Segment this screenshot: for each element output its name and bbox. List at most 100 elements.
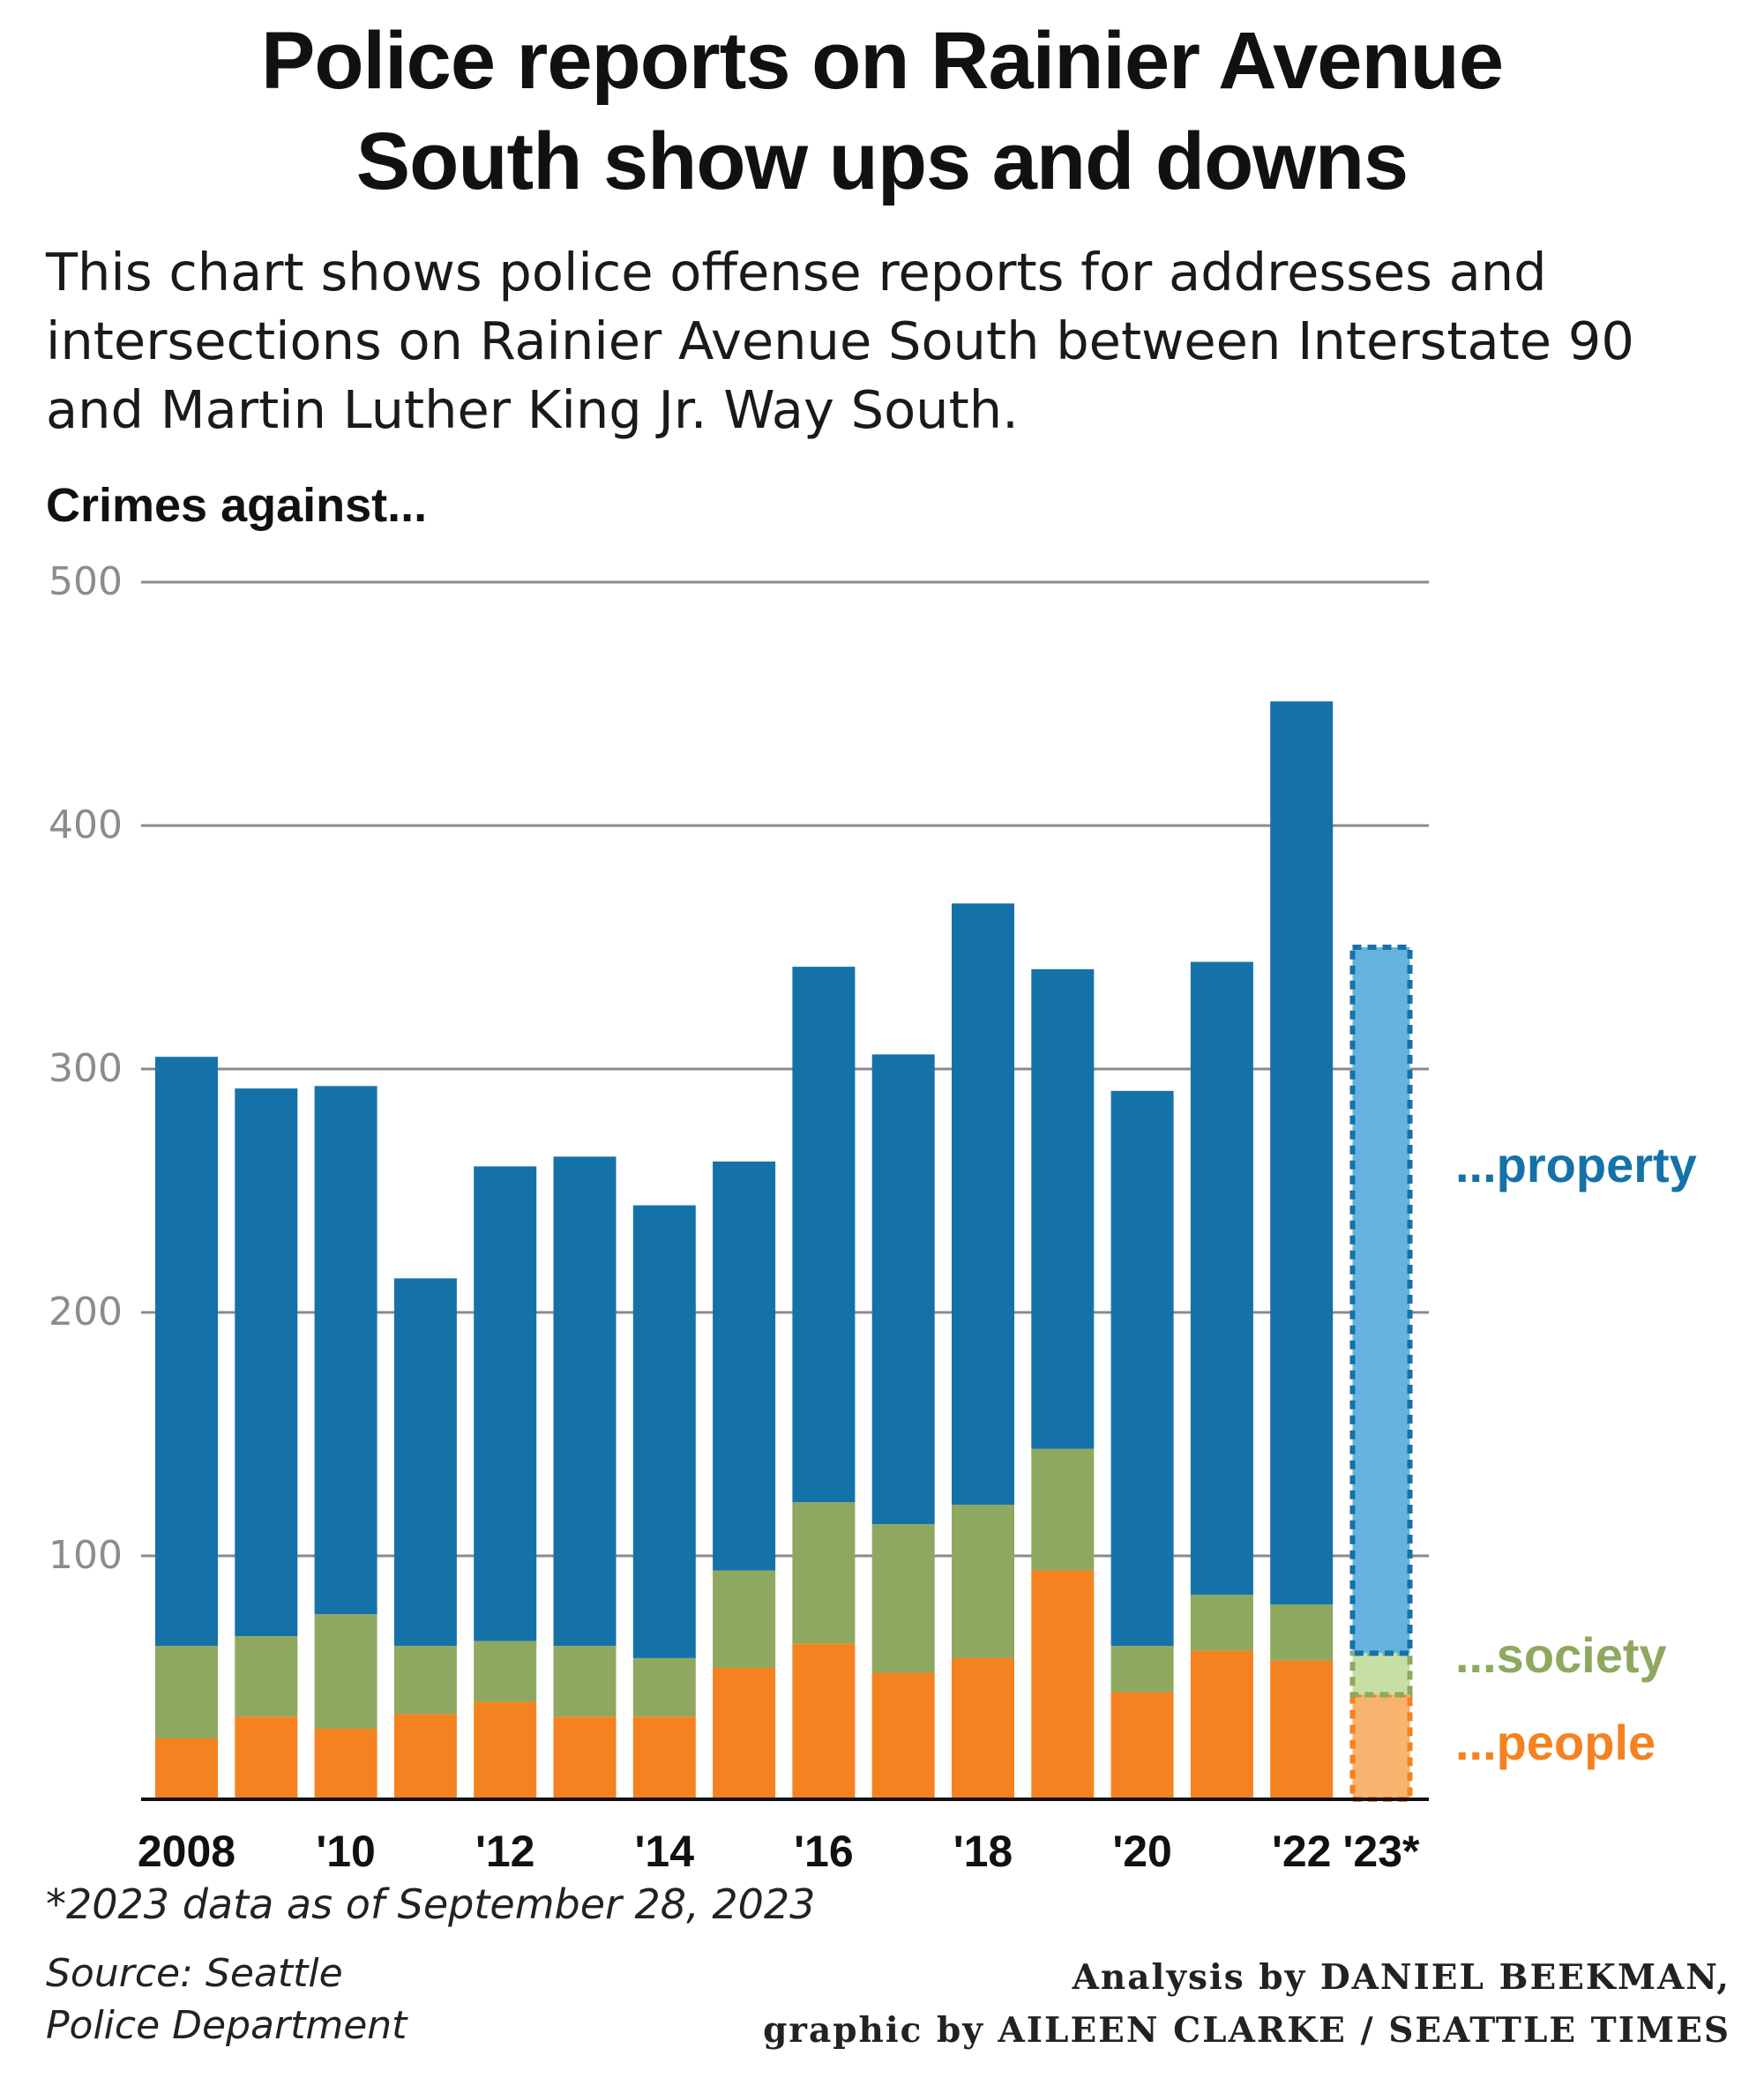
x-tick-label-2008: 2008 bbox=[138, 1827, 235, 1876]
bar-stack-2013 bbox=[553, 1156, 617, 1799]
bar-people-2016 bbox=[792, 1643, 856, 1799]
y-tick-label-300: 300 bbox=[49, 1046, 123, 1091]
bar-stack-2014 bbox=[632, 1205, 696, 1799]
x-tick-label-2023: '23* bbox=[1343, 1827, 1421, 1876]
bar-stack-2016 bbox=[792, 967, 856, 1799]
chart-subtitle-line-2: intersections on Rainier Avenue South be… bbox=[46, 310, 1634, 371]
credit-line-2: graphic by AILEEN CLARKE / SEATTLE TIMES bbox=[763, 2010, 1730, 2051]
bar-society-2023 bbox=[1349, 1650, 1413, 1698]
bar-stack-2008 bbox=[155, 1057, 218, 1799]
bar-people-2008 bbox=[155, 1738, 218, 1799]
bar-society-2016 bbox=[792, 1502, 856, 1644]
bar-society-2019 bbox=[1031, 1448, 1095, 1571]
bar-property-2020 bbox=[1110, 1090, 1174, 1647]
bars bbox=[155, 701, 1413, 1802]
y-tick-label-400: 400 bbox=[49, 803, 123, 848]
x-tick-label-2022: '22 bbox=[1272, 1827, 1332, 1876]
bar-property-2018 bbox=[952, 903, 1014, 1506]
bar-people-2018 bbox=[952, 1657, 1014, 1799]
chart-subtitle: This chart shows police offense reports … bbox=[46, 238, 1722, 445]
bar-society-2015 bbox=[713, 1570, 776, 1668]
bar-property-2015 bbox=[713, 1161, 776, 1571]
credit-note: Analysis by DANIEL BEEKMAN, graphic by A… bbox=[763, 1951, 1730, 2057]
bar-stack-2009 bbox=[235, 1088, 298, 1799]
chart-title: Police reports on Rainier Avenue South s… bbox=[0, 11, 1764, 212]
bar-stack-2022 bbox=[1270, 701, 1334, 1799]
bar-property-2011 bbox=[393, 1278, 457, 1647]
bar-property-2008 bbox=[155, 1057, 218, 1647]
bar-stack-2012 bbox=[474, 1166, 537, 1799]
bar-stack-2023 bbox=[1349, 945, 1413, 1802]
bar-people-2013 bbox=[553, 1716, 617, 1799]
bar-society-2011 bbox=[393, 1646, 457, 1715]
bar-society-2017 bbox=[871, 1524, 935, 1673]
bar-society-2010 bbox=[314, 1614, 377, 1729]
bar-people-2020 bbox=[1110, 1692, 1174, 1799]
bar-stack-2021 bbox=[1190, 961, 1253, 1799]
chart-subtitle-line-1: This chart shows police offense reports … bbox=[46, 242, 1547, 303]
bar-people-2014 bbox=[632, 1716, 696, 1799]
bar-stack-2011 bbox=[393, 1278, 457, 1799]
bar-society-2008 bbox=[155, 1646, 218, 1738]
bar-property-2012 bbox=[474, 1166, 537, 1641]
bar-people-2015 bbox=[713, 1667, 776, 1799]
bar-property-2016 bbox=[792, 967, 856, 1503]
x-tick-label-2016: '16 bbox=[794, 1827, 854, 1876]
bar-society-2014 bbox=[632, 1657, 696, 1717]
bar-people-2009 bbox=[235, 1716, 298, 1799]
series-label-society: ...society bbox=[1455, 1627, 1667, 1683]
chart-title-line-2: South show ups and downs bbox=[355, 116, 1409, 206]
bar-stack-2017 bbox=[871, 1054, 935, 1799]
bar-people-2010 bbox=[314, 1728, 377, 1799]
bar-people-2023 bbox=[1349, 1692, 1413, 1802]
source-note: Source: Seattle Police Department bbox=[46, 1947, 407, 2052]
chart-title-line-1: Police reports on Rainier Avenue bbox=[260, 16, 1504, 106]
bar-people-2017 bbox=[871, 1672, 935, 1799]
bar-stack-2018 bbox=[952, 903, 1014, 1799]
bar-people-2012 bbox=[474, 1701, 537, 1799]
chart-subtitle-line-3: and Martin Luther King Jr. Way South. bbox=[46, 379, 1019, 440]
bar-people-2011 bbox=[393, 1714, 457, 1799]
bar-society-2013 bbox=[553, 1646, 617, 1717]
x-axis: 2008 '10 '12 '14 '16 '18 '20 '22'23* bbox=[138, 1798, 1429, 1876]
bar-society-2022 bbox=[1270, 1604, 1334, 1661]
bar-property-2019 bbox=[1031, 968, 1095, 1449]
credit-line-1: Analysis by DANIEL BEEKMAN, bbox=[1072, 1957, 1730, 1998]
bar-property-2009 bbox=[235, 1088, 298, 1637]
bar-property-2017 bbox=[871, 1054, 935, 1525]
y-tick-label-100: 100 bbox=[49, 1533, 123, 1578]
series-label-property: ...property bbox=[1455, 1137, 1697, 1192]
x-tick-label-2020: '20 bbox=[1112, 1827, 1172, 1876]
y-tick-label-200: 200 bbox=[49, 1289, 123, 1334]
bar-stack-2019 bbox=[1031, 968, 1095, 1799]
bar-people-2022 bbox=[1270, 1660, 1334, 1799]
bar-property-2021 bbox=[1190, 961, 1253, 1596]
x-tick-label-2012: '12 bbox=[475, 1827, 535, 1876]
x-tick-label-2010: '10 bbox=[316, 1827, 376, 1876]
source-line-1: Source: Seattle bbox=[46, 1951, 343, 1996]
footnote: *2023 data as of September 28, 2023 bbox=[46, 1880, 816, 1928]
source-line-2: Police Department bbox=[46, 2003, 407, 2048]
bar-property-2010 bbox=[314, 1086, 377, 1615]
bar-stack-2010 bbox=[314, 1086, 377, 1799]
x-tick-label-2014: '14 bbox=[635, 1827, 695, 1876]
bar-society-2009 bbox=[235, 1636, 298, 1717]
bar-stack-2015 bbox=[713, 1161, 776, 1799]
bar-society-2018 bbox=[952, 1505, 1014, 1658]
y-axis-title: Crimes against... bbox=[46, 479, 428, 532]
bar-society-2021 bbox=[1190, 1595, 1253, 1651]
bar-property-2013 bbox=[553, 1156, 617, 1647]
x-tick-label-2018: '18 bbox=[953, 1827, 1013, 1876]
bar-society-2020 bbox=[1110, 1646, 1174, 1693]
series-labels: ...property ...society ...people bbox=[1455, 1137, 1697, 1770]
bar-society-2012 bbox=[474, 1641, 537, 1702]
y-tick-label-500: 500 bbox=[49, 559, 123, 604]
bar-people-2019 bbox=[1031, 1570, 1095, 1799]
bar-property-2014 bbox=[632, 1205, 696, 1658]
bar-property-2023 bbox=[1349, 945, 1413, 1656]
bar-stack-2020 bbox=[1110, 1090, 1174, 1799]
bar-property-2022 bbox=[1270, 701, 1334, 1605]
series-label-people: ...people bbox=[1455, 1715, 1656, 1770]
bar-people-2021 bbox=[1190, 1650, 1253, 1799]
